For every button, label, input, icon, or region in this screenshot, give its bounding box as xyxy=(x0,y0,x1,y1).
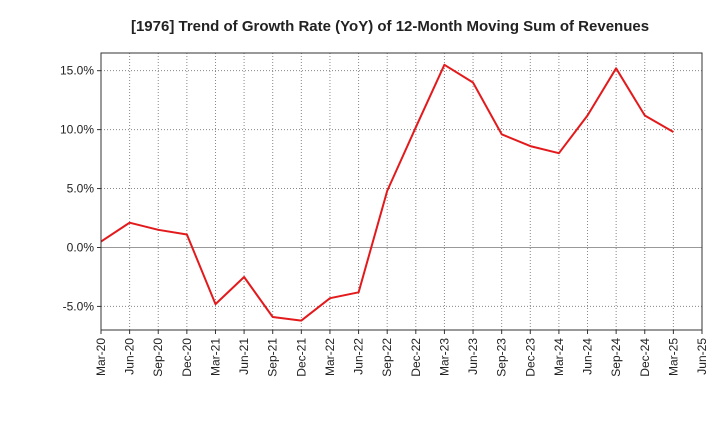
x-tick-label: Sep-21 xyxy=(266,338,280,377)
x-tick-label: Dec-20 xyxy=(180,338,194,377)
x-tick-label: Jun-22 xyxy=(352,338,366,375)
x-tick-label: Mar-24 xyxy=(552,338,566,376)
grid xyxy=(100,53,703,330)
y-tick-label: 15.0% xyxy=(60,64,94,78)
x-tick-label: Mar-22 xyxy=(323,338,337,376)
x-tick-label: Jun-21 xyxy=(237,338,251,375)
x-tick-label: Mar-20 xyxy=(94,338,108,376)
x-tick-label: Dec-22 xyxy=(409,338,423,377)
x-tick-label: Mar-21 xyxy=(208,338,222,376)
x-tick-label: Dec-23 xyxy=(523,338,537,377)
plot-frame xyxy=(100,52,703,331)
x-axis: Mar-20 Jun-20 Sep-20 Dec-20 Mar-21 Jun-21 Sep-… xyxy=(94,330,709,377)
x-tick-label: Jun-24 xyxy=(581,338,595,375)
y-axis: 15.0% 10.0% 5.0% 0.0% -5.0% xyxy=(60,64,101,313)
x-tick-label: Jun-25 xyxy=(695,338,709,375)
x-tick-label: Sep-22 xyxy=(380,338,394,377)
y-tick-label: 10.0% xyxy=(60,123,94,137)
x-tick-label: Jun-20 xyxy=(123,338,137,375)
series-line-layer xyxy=(100,63,674,322)
chart-title: [1976] Trend of Growth Rate (YoY) of 12-… xyxy=(131,18,649,35)
x-tick-label: Sep-20 xyxy=(151,338,165,377)
x-tick-label: Mar-25 xyxy=(666,338,680,376)
y-tick-label: 0.0% xyxy=(67,240,95,254)
x-tick-label: Dec-24 xyxy=(638,338,652,377)
x-tick-label: Sep-24 xyxy=(609,338,623,377)
series-line xyxy=(100,63,674,322)
x-tick-label: Jun-23 xyxy=(466,338,480,375)
x-tick-label: Mar-23 xyxy=(437,338,451,376)
y-tick-label: 5.0% xyxy=(67,182,95,196)
y-tick-label: -5.0% xyxy=(63,299,95,313)
x-tick-label: Sep-23 xyxy=(495,338,509,377)
x-tick-label: Dec-21 xyxy=(294,338,308,377)
